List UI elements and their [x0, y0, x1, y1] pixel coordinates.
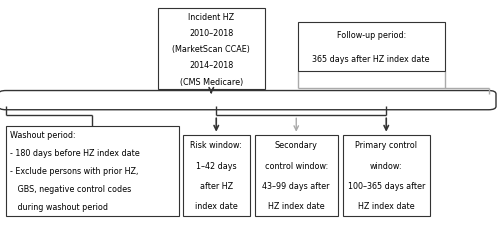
Text: 365 days after HZ index date: 365 days after HZ index date [312, 55, 430, 64]
Text: HZ index date: HZ index date [268, 201, 324, 210]
Text: Washout period:: Washout period: [10, 130, 75, 140]
Text: 1–42 days: 1–42 days [196, 161, 236, 170]
FancyBboxPatch shape [6, 126, 178, 216]
Text: GBS, negative control codes: GBS, negative control codes [10, 184, 131, 194]
Text: Secondary: Secondary [275, 141, 318, 150]
FancyBboxPatch shape [298, 22, 445, 72]
Text: (MarketScan CCAE): (MarketScan CCAE) [172, 45, 250, 54]
Text: - Exclude persons with prior HZ,: - Exclude persons with prior HZ, [10, 166, 138, 176]
Text: (CMS Medicare): (CMS Medicare) [180, 77, 243, 86]
Text: - 180 days before HZ index date: - 180 days before HZ index date [10, 148, 139, 157]
Text: 2010–2018: 2010–2018 [189, 29, 234, 38]
Text: Follow-up period:: Follow-up period: [336, 30, 406, 39]
Text: during washout period: during washout period [10, 202, 108, 211]
FancyBboxPatch shape [158, 9, 265, 90]
Text: after HZ: after HZ [200, 181, 233, 190]
Text: window:: window: [370, 161, 402, 170]
Text: 43–99 days after: 43–99 days after [262, 181, 330, 190]
FancyBboxPatch shape [255, 135, 338, 216]
Text: 2014–2018: 2014–2018 [189, 61, 234, 70]
Text: index date: index date [195, 201, 238, 210]
FancyBboxPatch shape [342, 135, 430, 216]
Text: Incident HZ: Incident HZ [188, 13, 234, 22]
Text: 100–365 days after: 100–365 days after [348, 181, 425, 190]
FancyBboxPatch shape [182, 135, 250, 216]
Text: HZ index date: HZ index date [358, 201, 414, 210]
Text: Primary control: Primary control [356, 141, 418, 150]
FancyBboxPatch shape [0, 91, 496, 110]
Text: control window:: control window: [264, 161, 328, 170]
Text: Risk window:: Risk window: [190, 141, 242, 150]
